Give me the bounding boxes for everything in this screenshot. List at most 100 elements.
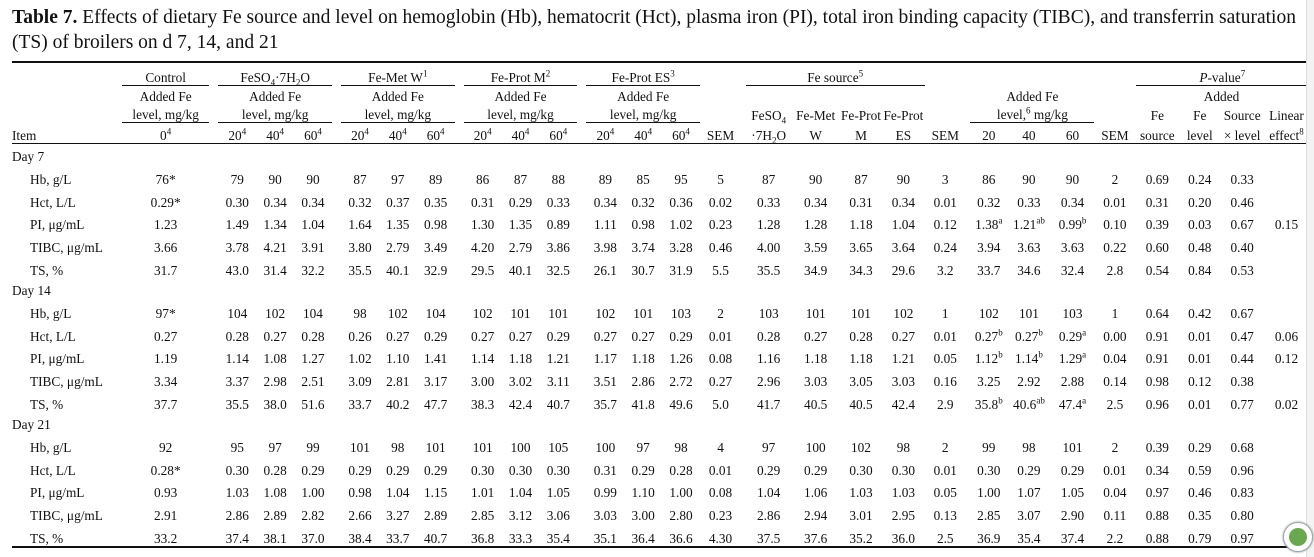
cell-level-mean: 34.6 — [1017, 262, 1041, 278]
cell-pvalue: 0.88 — [1135, 523, 1180, 548]
row-item-label: PI, μg/mL — [30, 351, 85, 367]
row-item-label: Hct, L/L — [30, 328, 76, 344]
cell-source-mean: 0.29 — [804, 462, 828, 478]
cell-pvalue: 0.96 — [1230, 462, 1254, 478]
cell-value: 37.4 — [218, 523, 257, 548]
cell-level-mean: 0.30 — [977, 462, 1001, 478]
cell-value: 104 — [302, 305, 323, 321]
cell-source-mean: 2.94 — [804, 508, 828, 524]
row-item-label: TS, % — [30, 262, 64, 278]
day-label: Day 21 — [12, 416, 51, 432]
cell-value: 41.8 — [631, 396, 655, 412]
cell-sem: 0.04 — [1103, 485, 1127, 501]
cell-level-mean: 2.92 — [1017, 374, 1041, 390]
cell-sem: 2.8 — [1106, 262, 1124, 278]
cell-control: 0.93 — [153, 485, 178, 501]
cell-value: 3.28 — [669, 240, 693, 256]
cell-control: 33.2 — [122, 523, 210, 548]
cell-pvalue: 0.12 — [1274, 351, 1299, 367]
cell-value: 0.30 — [508, 462, 533, 478]
cell-sem: 0.23 — [708, 508, 733, 524]
cell-source-mean: 2.86 — [757, 508, 781, 524]
cell-level-mean: 101 — [1062, 439, 1083, 455]
cell-value: 1.11 — [593, 217, 617, 233]
row-item-label: Hb, g/L — [30, 305, 72, 321]
cell-sem: 2 — [717, 305, 724, 321]
cell-pvalue — [1264, 455, 1309, 478]
cell-level-mean: 1.07 — [1017, 485, 1041, 501]
cell-value: 101 — [633, 305, 654, 321]
cell-value: 0.34 — [593, 194, 617, 210]
cell-value: 33.7 — [348, 396, 372, 412]
cell-value: 32.2 — [301, 262, 325, 278]
cell-level-mean: 3.25 — [977, 374, 1001, 390]
cell-value: 1.26 — [669, 351, 693, 367]
cell-value: 0.28 — [301, 328, 325, 344]
cell-value: 3.86 — [546, 240, 570, 256]
cell-level-mean: 2.85 — [977, 508, 1001, 524]
cell-value: 38.0 — [263, 396, 287, 412]
cell-pvalue: 0.46 — [1230, 194, 1254, 210]
cell-level-mean: 0.29 — [1017, 462, 1041, 478]
cell-source-mean: 3.65 — [849, 240, 873, 256]
cell-value: 3.27 — [386, 508, 410, 524]
row-item-label: Hb, g/L — [30, 171, 72, 187]
cell-pvalue: 0.54 — [1145, 262, 1169, 278]
cell-value: 0.28 — [669, 462, 693, 478]
cell-pvalue: 0.39 — [1145, 217, 1169, 233]
cell-sem: 0.05 — [933, 485, 957, 501]
cell-value: 1.35 — [386, 217, 410, 233]
cell-sem: 0.13 — [933, 508, 957, 524]
cell-value: 3.37 — [225, 374, 249, 390]
cell-level-mean: 90 — [1065, 171, 1080, 187]
cell-value: 40.7 — [546, 396, 570, 412]
cell-value: 104 — [425, 305, 446, 321]
col-sem-2: SEM — [924, 122, 966, 144]
cell-value: 47.7 — [424, 396, 448, 412]
cell-value: 2.98 — [263, 374, 287, 390]
cell-value: 3.49 — [424, 240, 448, 256]
cell-value: 4.20 — [471, 240, 495, 256]
scrollbar[interactable] — [1306, 0, 1314, 557]
cell-pvalue — [1264, 187, 1309, 210]
cell-pvalue: 0.64 — [1145, 305, 1169, 321]
cell-level-mean: 98 — [1022, 439, 1036, 455]
cell-control: 3.66 — [153, 240, 178, 256]
cell-value: 2.72 — [669, 374, 693, 390]
cell-value: 2.89 — [263, 508, 287, 524]
cell-sem: 1 — [1111, 305, 1119, 321]
cell-pvalue: 0.01 — [1188, 396, 1212, 412]
cell-pvalue: 0.20 — [1188, 194, 1212, 210]
cell-value: 97 — [268, 439, 282, 455]
cell-value: 3.74 — [631, 240, 655, 256]
cell-pvalue: 0.39 — [1145, 439, 1169, 455]
cell-value: 35.1 — [586, 523, 625, 548]
cell-value: 38.4 — [341, 523, 379, 548]
cell-source-mean: 87 — [762, 171, 776, 187]
header-row-4: Item 04 204 404 604 204 404 604 204 404 … — [12, 122, 1309, 145]
cell-level-mean: 103 — [1062, 305, 1083, 321]
cell-pvalue: 0.12 — [1188, 374, 1212, 390]
table-row: Hct, L/L 0.28* 0.30 0.28 0.29 0.29 0.29 0.29 0.3… — [12, 455, 1309, 478]
cell-value: 33.7 — [378, 523, 417, 548]
cell-source-mean: 101 — [851, 305, 871, 321]
row-item-label: PI, μg/mL — [30, 217, 85, 233]
cell-source-mean: 3.03 — [804, 374, 828, 390]
table-row: Hb, g/L 76* 79 90 90 87 97 89 86 87 88 89 85 95 5 87 90 8… — [12, 164, 1309, 187]
cell-value: 87 — [353, 171, 367, 187]
cell-source-mean: 36.0 — [882, 523, 925, 548]
cell-value: 0.37 — [386, 194, 410, 210]
cell-source-mean: 0.28 — [757, 328, 781, 344]
cell-sem: 0.16 — [933, 374, 957, 390]
table-row: PI, μg/mL 1.19 1.14 1.08 1.27 1.02 1.10 1.41 1.1… — [12, 344, 1309, 367]
cell-control: 0.29* — [150, 194, 181, 210]
cell-value: 2.86 — [225, 508, 249, 524]
cell-pvalue: 0.15 — [1274, 217, 1299, 233]
cell-level-mean: 3.94 — [977, 240, 1001, 256]
table-row: PI, μg/mL 0.93 1.03 1.08 1.00 0.98 1.04 1.15 1.0… — [12, 478, 1309, 501]
cell-level-mean: 40.6ab — [1013, 395, 1045, 412]
cell-value: 102 — [472, 305, 493, 321]
cell-pvalue: 0.88 — [1145, 508, 1169, 524]
cell-pvalue: 0.77 — [1230, 396, 1254, 412]
cell-pvalue — [1264, 298, 1309, 321]
